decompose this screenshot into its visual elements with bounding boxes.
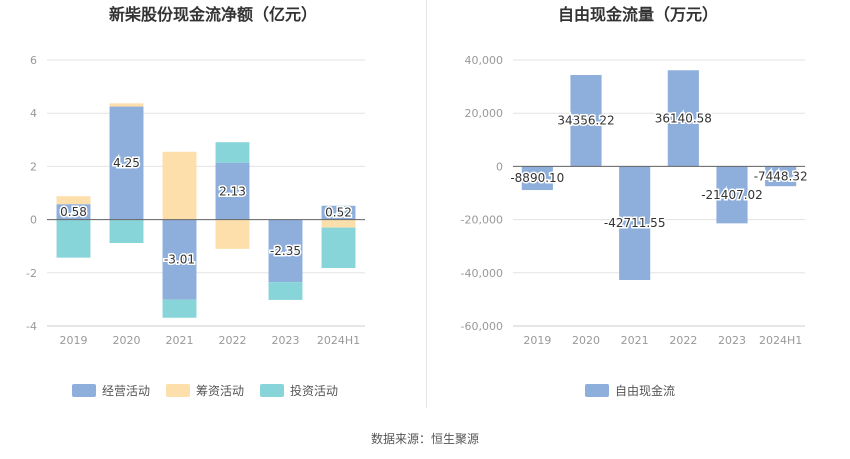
bar-operating — [268, 219, 303, 283]
data-label-text: 4.25 — [113, 156, 140, 170]
y-tick-label: 0 — [496, 160, 503, 173]
legend-label: 筹资活动 — [196, 384, 244, 398]
legend-swatch-financing — [166, 384, 190, 397]
bar-investing — [321, 227, 356, 269]
data-label: -42711.55 — [602, 215, 667, 232]
bar-operating — [321, 205, 356, 220]
data-label-text: 0.58 — [60, 205, 87, 219]
data-label: 2.13 — [218, 183, 248, 200]
data-label-text: -7448.32 — [754, 169, 808, 183]
chart-divider — [426, 0, 427, 408]
y-tick-label: 40,000 — [465, 54, 504, 67]
data-label: -2.35 — [268, 242, 302, 259]
bar-operating — [109, 106, 144, 220]
x-tick-label: 2023 — [272, 334, 300, 347]
data-label-text: 34356.22 — [557, 114, 614, 128]
bar-operating — [162, 219, 197, 300]
legend-swatch-operating — [72, 384, 96, 397]
legend-label: 自由现金流 — [615, 383, 675, 398]
x-tick-label: 2022 — [669, 334, 697, 347]
bar-financing — [215, 219, 250, 249]
cash-flow-net-chart: 新柴股份现金流净额（亿元） 6 4 2 0 -2 -4 2019 2020 2021 2022 202… — [26, 5, 365, 398]
bar-investing — [215, 142, 250, 163]
bar-financing — [321, 219, 356, 228]
free-cash-flow-chart: 自由现金流量（万元） 40,000 20,000 0 -20,000 -40,000 -60… — [461, 5, 810, 398]
data-source-note: 数据来源：恒生聚源 — [370, 432, 479, 446]
bar-fcf — [521, 166, 553, 191]
legend-label: 投资活动 — [290, 383, 338, 398]
y-tick-label: 6 — [30, 54, 37, 67]
bar-fcf — [570, 75, 602, 167]
x-tick-label: 2019 — [523, 334, 551, 347]
bar-operating — [215, 162, 250, 220]
data-label: 0.52 — [324, 204, 354, 221]
data-label-text: -42711.55 — [604, 216, 666, 230]
y-tick-label: 4 — [30, 107, 37, 120]
y-tick-label: -40,000 — [461, 267, 503, 280]
data-label-text: 0.52 — [325, 206, 352, 220]
data-label-text: 2.13 — [219, 184, 246, 198]
y-tick-label: 20,000 — [465, 107, 504, 120]
data-label: -21407.02 — [700, 186, 765, 203]
x-tick-label: 2022 — [219, 334, 247, 347]
x-tick-label: 2019 — [60, 334, 88, 347]
bar-operating — [56, 204, 91, 220]
x-tick-label: 2024H1 — [317, 334, 360, 347]
x-tick-label: 2020 — [113, 334, 141, 347]
y-tick-label: 2 — [30, 160, 37, 173]
bar-investing — [56, 219, 91, 258]
bar-fcf — [619, 166, 651, 281]
y-tick-label: -20,000 — [461, 214, 503, 227]
bar-financing — [56, 196, 91, 205]
y-tick-label: -4 — [26, 320, 37, 333]
y-tick-label: -2 — [26, 267, 37, 280]
x-tick-label: 2020 — [572, 334, 600, 347]
data-label-text: -3.01 — [164, 253, 195, 267]
data-label-text: 36140.58 — [655, 111, 712, 125]
data-label: -3.01 — [162, 251, 196, 268]
x-tick-label: 2021 — [166, 334, 194, 347]
bar-investing — [109, 219, 144, 244]
data-label-text: -8890.10 — [510, 171, 564, 185]
x-tick-label: 2023 — [718, 334, 746, 347]
data-label: -8890.10 — [509, 170, 566, 187]
legend-swatch-investing — [260, 384, 284, 397]
y-tick-label: -60,000 — [461, 320, 503, 333]
data-label: 4.25 — [112, 155, 142, 172]
data-label-text: -2.35 — [270, 244, 301, 258]
x-tick-label: 2024H1 — [759, 334, 802, 347]
bar-fcf — [716, 166, 748, 224]
bar-investing — [268, 282, 303, 300]
data-label: 0.58 — [59, 203, 89, 220]
bar-fcf — [667, 70, 699, 167]
data-label: -7448.32 — [752, 168, 809, 185]
bar-financing — [162, 151, 197, 220]
bar-financing — [109, 103, 144, 107]
data-label: 36140.58 — [653, 110, 713, 127]
legend-label: 经营活动 — [102, 384, 150, 398]
data-label-text: -21407.02 — [701, 188, 763, 202]
x-tick-label: 2021 — [621, 334, 649, 347]
y-tick-label: 0 — [30, 214, 37, 227]
chart-title: 新柴股份现金流净额（亿元） — [109, 5, 317, 24]
bar-fcf — [765, 166, 797, 187]
data-label: 34356.22 — [556, 112, 616, 129]
bar-investing — [162, 299, 197, 318]
legend-swatch-fcf — [585, 384, 609, 397]
chart-title: 自由现金流量（万元） — [558, 5, 718, 24]
